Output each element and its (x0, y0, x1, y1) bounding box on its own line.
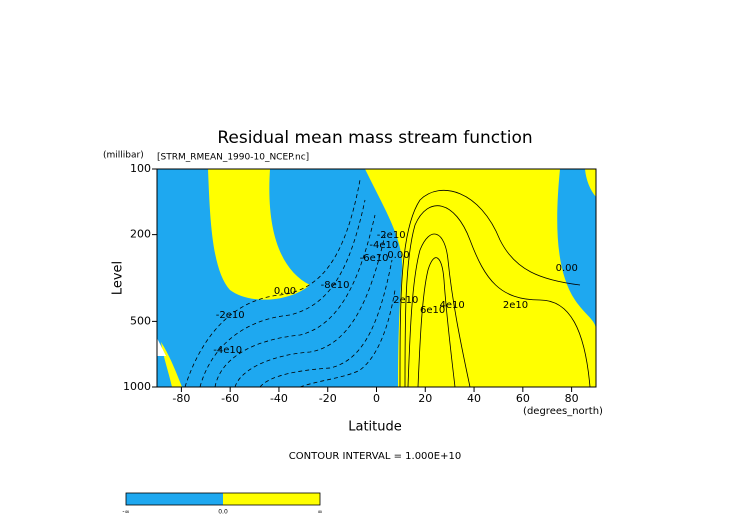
contour-label: 6e10 (420, 305, 445, 316)
x-tick-label: 40 (467, 392, 481, 405)
missing-region (157, 338, 166, 356)
contour-label: 4e10 (439, 300, 464, 311)
contour-line (399, 189, 581, 388)
y-tick-label: 500 (130, 314, 151, 327)
contour-line (184, 179, 361, 388)
contour-label: -2e10 (377, 230, 406, 241)
contour-line (259, 259, 393, 388)
x-tick-label: 80 (565, 392, 579, 405)
colorbar-label: -∞ (122, 509, 129, 516)
colorbar-label: ∞ (318, 509, 323, 516)
x-tick-label: -40 (270, 392, 288, 405)
x-tick-label: -60 (221, 392, 239, 405)
x-axis-label: Latitude (348, 420, 402, 435)
chart-title: Residual mean mass stream function (217, 128, 532, 148)
positive-region (161, 342, 182, 387)
y-axis-label: Level (111, 261, 126, 295)
y-tick-label: 200 (130, 228, 151, 241)
contour-label: -4e10 (213, 345, 242, 356)
positive-region (365, 169, 596, 387)
colorbar-positive (223, 493, 320, 505)
contour-line (214, 214, 376, 388)
positive-region (585, 169, 596, 197)
y-tick-label: 1000 (123, 380, 151, 393)
contour-interval: CONTOUR INTERVAL = 1.000E+10 (289, 451, 461, 462)
contour-label: -8e10 (321, 280, 350, 291)
colorbar: -∞ 0.0 ∞ (122, 492, 323, 516)
y-units: (millibar) (103, 151, 144, 161)
contour-label: -6e10 (360, 253, 389, 264)
positive-region (208, 169, 310, 300)
x-units: (degrees_north) (523, 406, 603, 417)
contour-lines (184, 179, 591, 388)
contour-label: 2e10 (393, 295, 418, 306)
contour-line (404, 205, 591, 388)
contour-label: 0.00 (556, 263, 578, 274)
colorbar-negative (126, 493, 223, 505)
colorbar-label: 0.0 (218, 509, 228, 516)
plot-area (156, 168, 597, 388)
x-tick-label: -20 (319, 392, 337, 405)
contour-label: 0.00 (274, 286, 296, 297)
x-tick-label: 20 (418, 392, 432, 405)
contour-label: 2e10 (503, 300, 528, 311)
x-tick-label: 0 (373, 392, 380, 405)
contour-line (407, 233, 471, 388)
contour-line (299, 289, 396, 388)
contour-line (234, 234, 386, 388)
contour-label: 0.00 (387, 250, 409, 261)
x-tick-label: -80 (172, 392, 190, 405)
contour-line (417, 257, 456, 388)
y-tick-label: 100 (130, 162, 151, 175)
subtitle: [STRM_RMEAN_1990-10_NCEP.nc] (157, 153, 309, 163)
contour-label: -2e10 (216, 310, 245, 321)
x-tick-label: 60 (516, 392, 530, 405)
colorbar-frame (125, 492, 321, 506)
contour-line (199, 199, 366, 388)
contour-label: -4e10 (369, 240, 398, 251)
